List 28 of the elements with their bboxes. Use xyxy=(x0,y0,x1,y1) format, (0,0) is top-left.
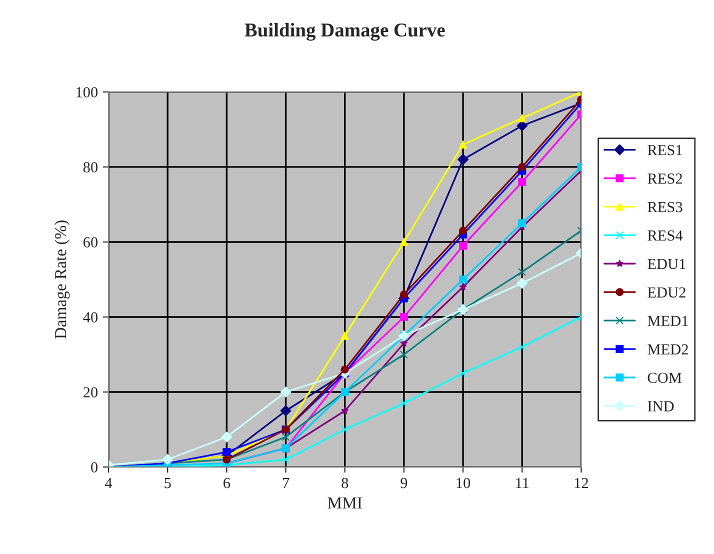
x-tick-label: 11 xyxy=(516,478,529,488)
x-tick-label: 4 xyxy=(105,478,112,488)
x-tick-label: 10 xyxy=(456,478,470,488)
y-tick-label: 60 xyxy=(83,237,98,248)
legend-label: IND xyxy=(648,401,674,412)
y-tick-label: 80 xyxy=(83,162,98,172)
x-tick-label: 8 xyxy=(342,478,348,488)
legend-label: COM xyxy=(648,372,682,383)
y-tick-label: 20 xyxy=(84,387,98,398)
x-tick-label: 7 xyxy=(282,478,290,488)
legend-label: MED1 xyxy=(648,316,688,326)
legend-label: RES2 xyxy=(648,173,682,184)
legend-label: RES3 xyxy=(648,202,682,212)
chart-title: Building Damage Curve xyxy=(244,22,445,41)
x-tick-label: 12 xyxy=(574,478,588,488)
legend-label: RES1 xyxy=(648,145,682,156)
legend-label: EDU2 xyxy=(648,287,686,298)
x-axis-title: MMI xyxy=(328,498,362,508)
y-axis-title: Damage Rate (%) xyxy=(54,220,70,339)
x-tick-label: 6 xyxy=(224,478,230,488)
legend-label: EDU1 xyxy=(648,258,686,270)
legend-label: MED2 xyxy=(648,344,688,354)
y-tick-label: 40 xyxy=(83,312,98,322)
x-tick-label: 9 xyxy=(400,478,408,488)
y-tick-label: 100 xyxy=(76,87,98,98)
legend-label: RES4 xyxy=(648,230,683,241)
y-tick-label: 0 xyxy=(91,462,98,472)
x-tick-label: 5 xyxy=(164,478,171,488)
